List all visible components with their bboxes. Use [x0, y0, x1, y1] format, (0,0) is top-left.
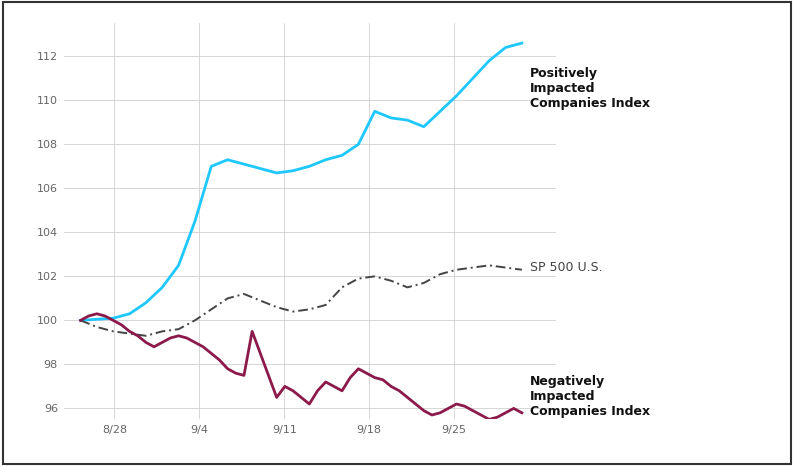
- Text: Negatively
Impacted
Companies Index: Negatively Impacted Companies Index: [530, 376, 650, 418]
- Text: SP 500 U.S.: SP 500 U.S.: [530, 261, 603, 274]
- Text: Positively
Impacted
Companies Index: Positively Impacted Companies Index: [530, 67, 650, 110]
